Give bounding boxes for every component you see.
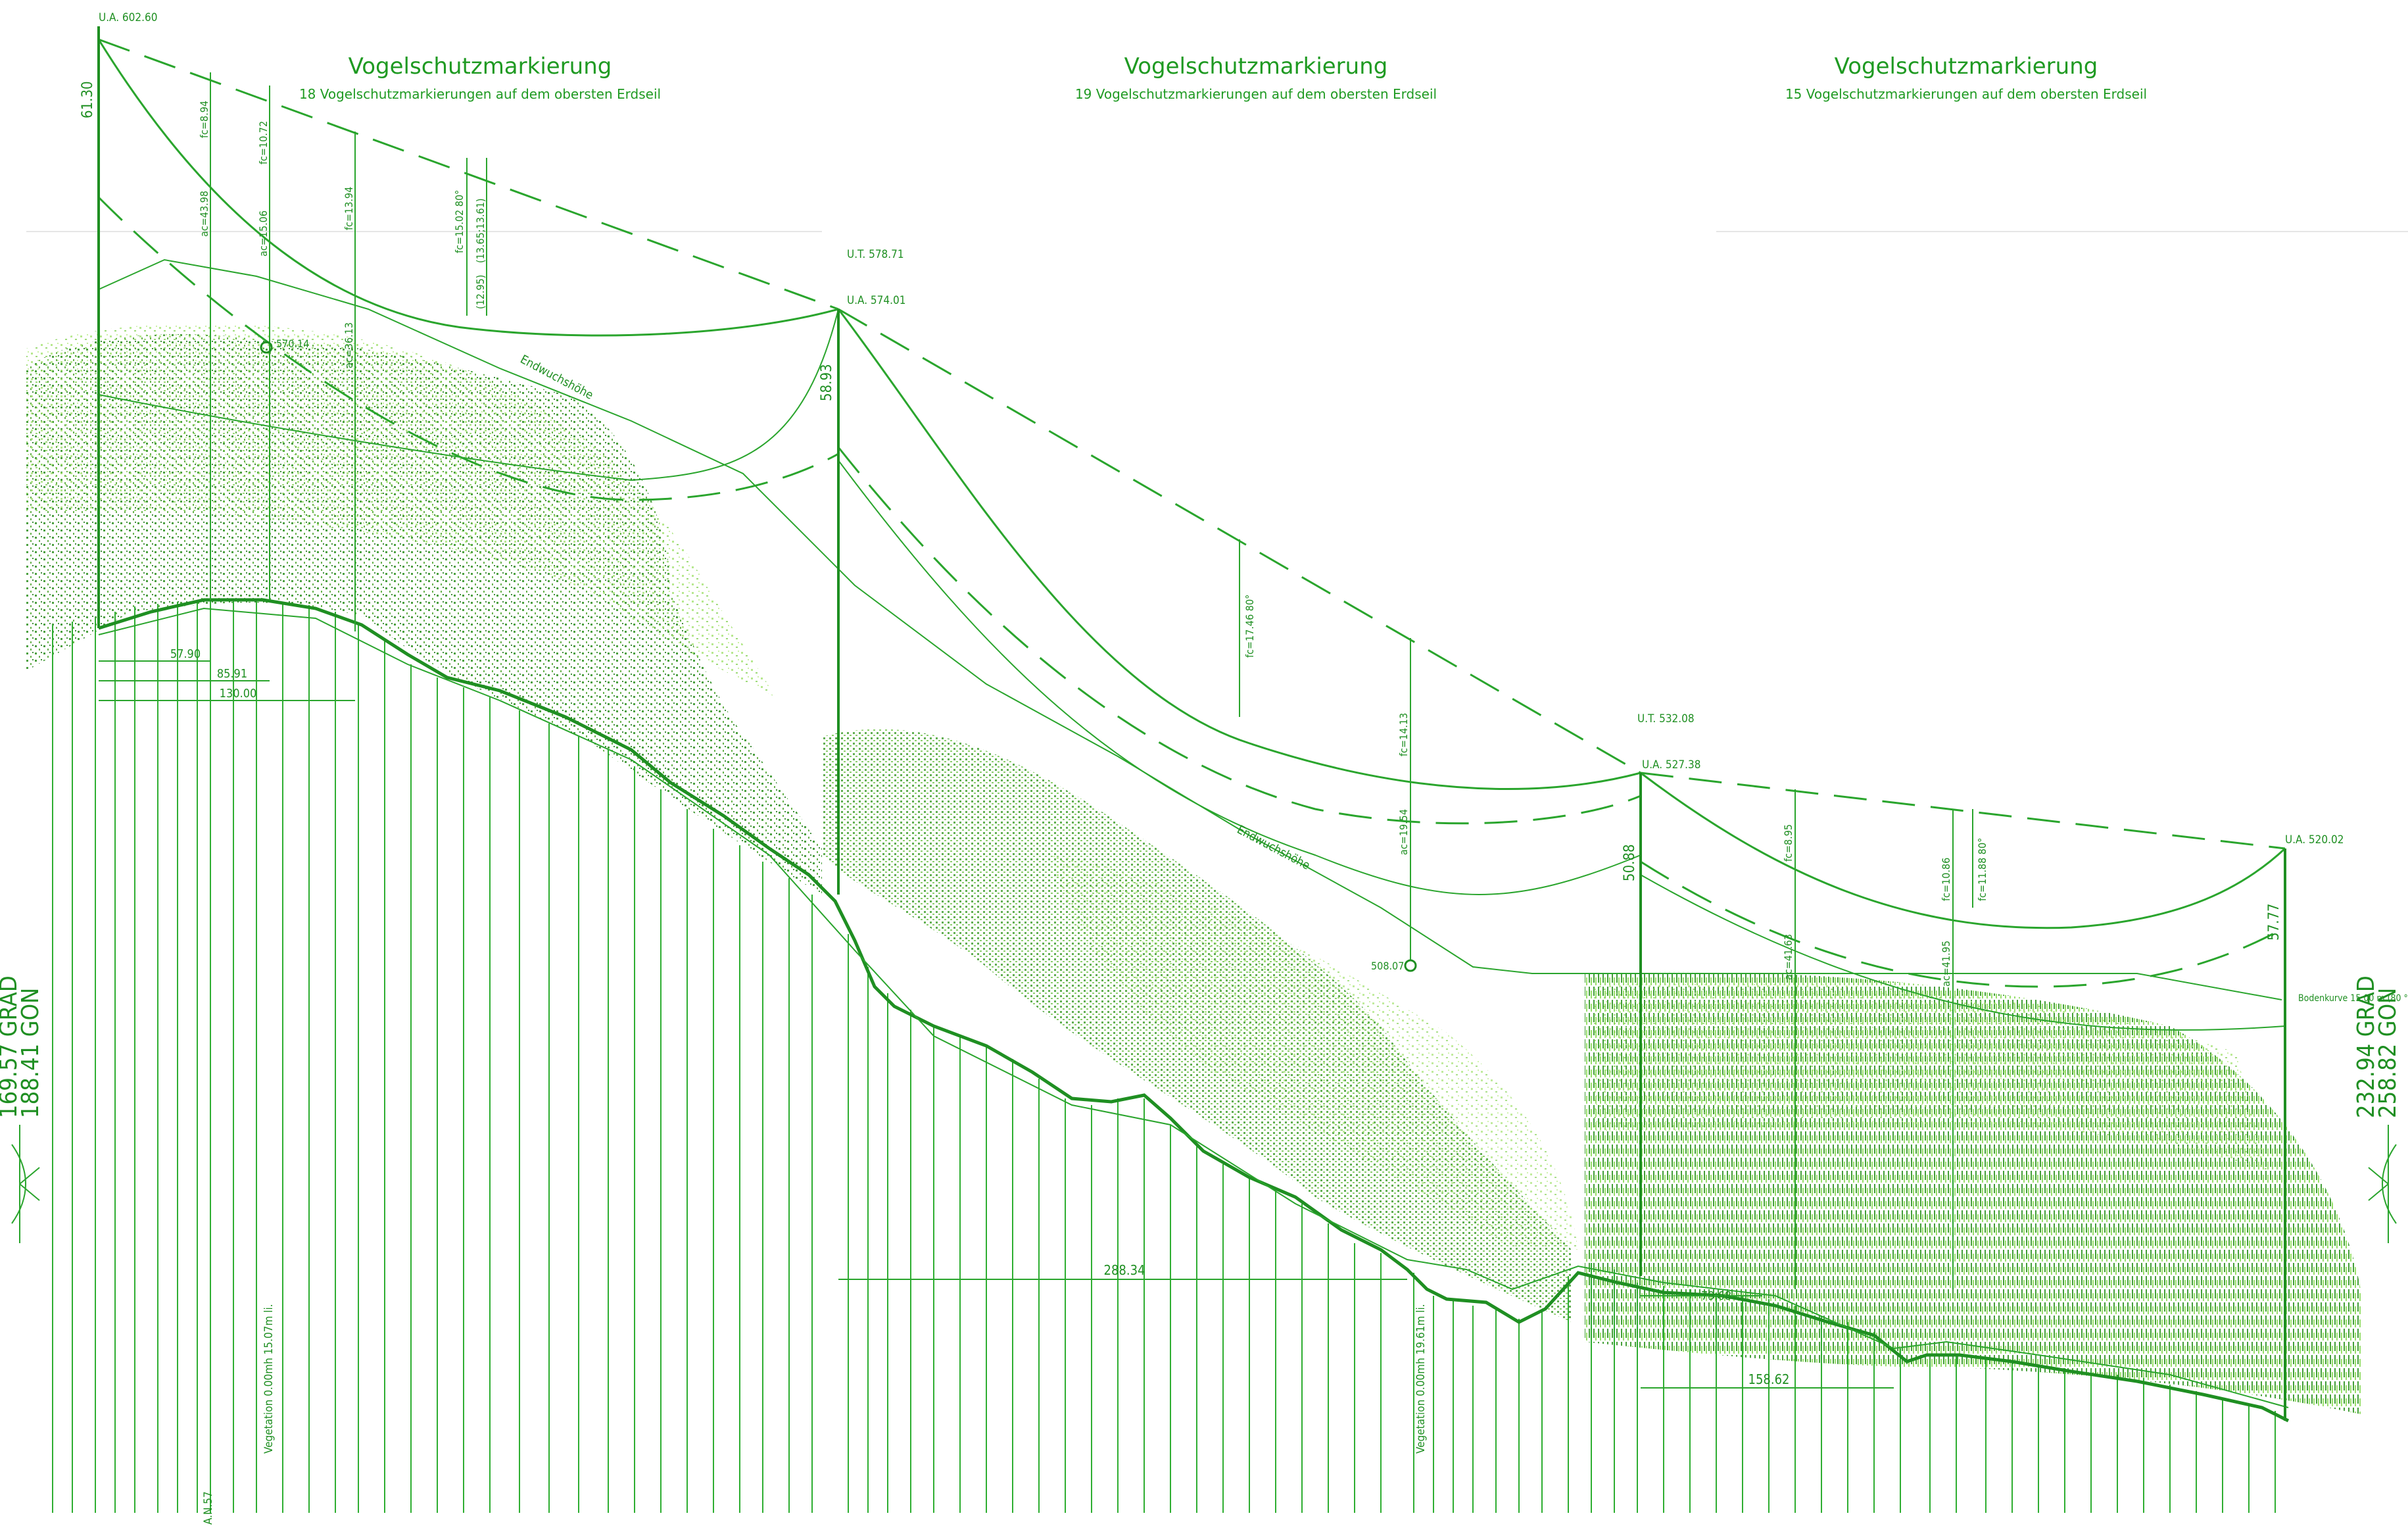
label-fc-range: (13.65;13.61)	[474, 199, 487, 263]
left-grad-label: 169.57 GRAD	[0, 975, 22, 1118]
conductor-lower-1	[98, 308, 839, 481]
label-fc-80: fc=11.88 80°	[1976, 838, 1988, 901]
label-fc: fc=8.95	[1782, 824, 1794, 862]
ground-line-secondary	[98, 607, 2289, 1408]
dim-label: 130.00	[220, 687, 257, 701]
conductor-dashed-span-2	[837, 447, 1641, 825]
earth-wire-span-2	[837, 308, 1641, 791]
point-marker	[1404, 959, 1417, 972]
earth-wire-dashed-span-1	[98, 38, 839, 310]
label-fc: fc=10.72	[257, 121, 270, 164]
station-lines	[52, 600, 2276, 1513]
span-2-subtitle: 19 Vogelschutzmarkierungen auf dem obers…	[1075, 86, 1437, 102]
label-elevation: 508.07	[1371, 960, 1404, 972]
label-elevation: 570.14	[276, 337, 309, 350]
vegetation-label: Vegetation 0.00mh 19.61m li.	[1414, 1304, 1428, 1454]
right-gon-label: 258.82 GON	[2374, 988, 2401, 1118]
label-fc: fc=10.86	[1940, 858, 1952, 901]
earth-wire-span-3	[1640, 772, 2286, 929]
tower-2-label-ut: U.T. 578.71	[847, 248, 904, 261]
dim-label: 288.34	[1104, 1262, 1145, 1278]
span-3-subtitle: 15 Vogelschutzmarkierungen auf dem obers…	[1785, 86, 2147, 102]
tower-2-height: 58.93	[819, 364, 835, 401]
conductor-dashed-span-1	[97, 196, 839, 501]
label-fc: fc=8.94	[198, 101, 210, 138]
tower-2-label-ua: U.A. 574.01	[847, 294, 905, 307]
angle-indicator-right	[2368, 1125, 2397, 1243]
angle-indicator-left	[11, 1125, 40, 1243]
tower-4-label: U.A. 520.02	[2285, 833, 2344, 847]
conductor-dashed-span-3	[1640, 860, 2286, 988]
conductor-span-3	[1640, 874, 2286, 1031]
label-ac: ac=43.98	[198, 191, 210, 237]
conductor-span-2	[838, 460, 1641, 895]
dim-label: 57.90	[170, 647, 201, 661]
tower-3-height: 50.88	[1622, 844, 1638, 881]
tower-3-label-ua: U.A. 527.38	[1642, 758, 1700, 772]
label-bodenkurve: Bodenkurve 15.00 m (80 °C	[2298, 993, 2408, 1004]
label-fc-80: fc=15.02 80°	[453, 190, 466, 253]
dim-label: 79.68	[1701, 1289, 1731, 1303]
tower-3-label-ut: U.T. 532.08	[1637, 712, 1695, 726]
vegetation-label: Vegetation 0.00mh 15.07m li.	[262, 1304, 276, 1454]
span-1-title: Vogelschutzmarkierung	[349, 53, 612, 80]
label-fc: fc=14.13	[1397, 713, 1410, 756]
label-fc-80: fc=17.46 80°	[1243, 595, 1256, 658]
label-ac: ac=19.54	[1397, 809, 1410, 855]
label-ac: ac=41.63	[1782, 934, 1794, 980]
mast-label: A.N.57	[202, 1491, 215, 1525]
label-fc: fc=13.94	[343, 187, 355, 230]
earth-wire-span-1	[97, 39, 839, 337]
span-2-title: Vogelschutzmarkierung	[1124, 53, 1388, 80]
earth-wire-dashed-span-3	[1640, 772, 2286, 850]
span-3-title: Vogelschutzmarkierung	[1835, 53, 2098, 80]
tower-1-label: U.A. 602.60	[99, 11, 157, 24]
tower-4-height: 57.77	[2266, 903, 2282, 941]
label-ac: ac=41.95	[1940, 941, 1952, 987]
label-fc-alt: (12.95)	[474, 275, 487, 309]
span-1-subtitle: 18 Vogelschutzmarkierungen auf dem obers…	[299, 86, 661, 102]
label-ac: ac=15.06	[257, 210, 270, 257]
left-gon-label: 188.41 GON	[17, 988, 44, 1118]
point-marker	[260, 341, 273, 354]
dim-label: 85.91	[217, 667, 247, 681]
endwuchs-line	[98, 258, 2282, 1000]
label-endwuchs: Endwuchshöhe	[1235, 823, 1312, 873]
label-ac: ac=36.13	[343, 322, 355, 368]
dim-label: 158.62	[1748, 1371, 1790, 1387]
vegetation-cloud	[26, 323, 2361, 1414]
tower-1-height: 61.30	[80, 81, 96, 118]
right-grad-label: 232.94 GRAD	[2353, 975, 2380, 1118]
